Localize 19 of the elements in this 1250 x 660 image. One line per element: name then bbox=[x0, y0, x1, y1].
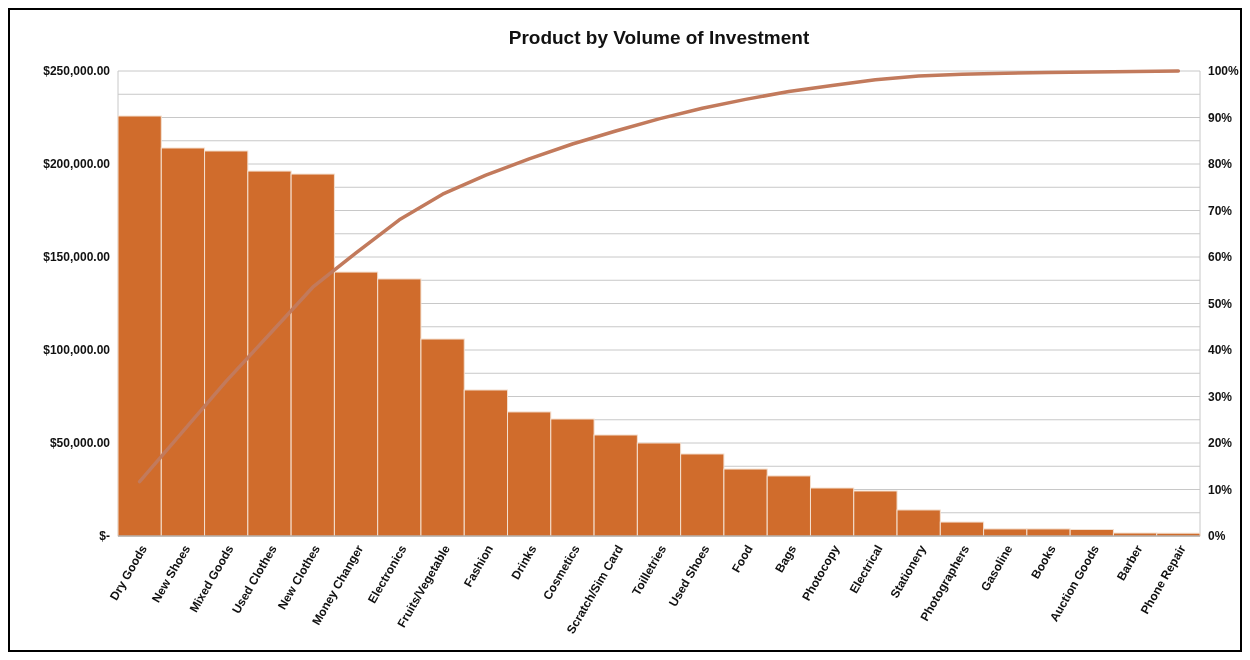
y2-tick-label: 40% bbox=[1208, 343, 1233, 358]
y2-tick-label: 10% bbox=[1208, 482, 1233, 497]
y-tick-label: $200,000.00 bbox=[43, 157, 111, 172]
y-tick-label: $- bbox=[99, 529, 110, 544]
chart-title: Product by Volume of Investment bbox=[508, 27, 810, 48]
y-tick-label: $250,000.00 bbox=[43, 64, 111, 79]
y2-tick-label: 30% bbox=[1208, 389, 1233, 404]
y2-tick-label: 0% bbox=[1208, 529, 1226, 544]
y-tick-label: $150,000.00 bbox=[43, 250, 111, 265]
y2-tick-label: 50% bbox=[1208, 296, 1233, 311]
y2-tick-label: 90% bbox=[1208, 110, 1233, 125]
y-tick-label: $100,000.00 bbox=[43, 343, 111, 358]
y2-tick-label: 100% bbox=[1208, 64, 1240, 79]
y2-tick-label: 60% bbox=[1208, 250, 1233, 265]
y2-tick-label: 70% bbox=[1208, 203, 1233, 218]
y2-tick-label: 20% bbox=[1208, 436, 1233, 451]
y2-tick-label: 80% bbox=[1208, 157, 1233, 172]
line-series bbox=[137, 69, 1181, 484]
y-tick-label: $50,000.00 bbox=[49, 436, 111, 451]
